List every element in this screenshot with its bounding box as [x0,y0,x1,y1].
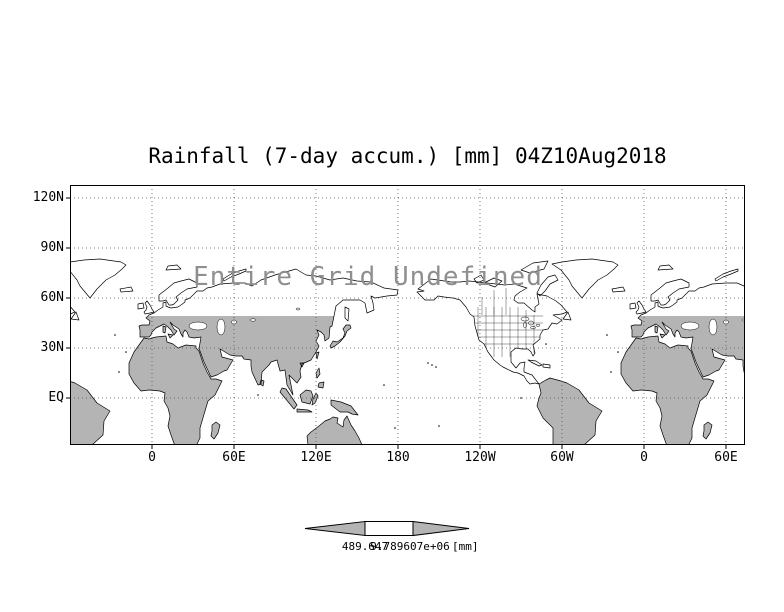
y-axis-label: 90N [40,240,64,255]
x-axis-label: 0 [640,450,648,465]
map-plot [66,185,745,449]
colorbar-left-arrow-icon [304,520,366,537]
grid-undefined-overlay: Entire Grid Undefined [193,262,543,292]
y-axis-label: 60N [40,290,64,305]
colorbar-max-label: 9.789607e+06 [370,540,450,553]
y-axis-label: 30N [40,340,64,355]
y-axis-label: EQ [48,390,64,405]
graticule-gridlines [70,185,745,445]
colorbar-mid-segment [364,521,414,536]
axis-ticks [66,197,727,449]
x-axis-label: 0 [148,450,156,465]
x-axis-label: 60E [714,450,738,465]
colorbar-right-arrow-icon [412,520,470,537]
x-axis-label: 60E [222,450,246,465]
x-axis-label: 60W [550,450,574,465]
map-viewport [70,185,745,445]
colorbar-min-label: 489.647 [341,540,389,553]
map-border [70,185,745,445]
x-axis-label: 120W [464,450,496,465]
plot-title: Rainfall (7-day accum.) [mm] 04Z10Aug201… [148,144,667,168]
colorbar-units: [mm] [452,540,479,553]
x-axis-label: 120E [300,450,332,465]
world-map-svg [66,185,745,449]
y-axis-label: 120N [32,190,64,205]
colorbar [304,520,470,537]
x-axis-label: 180 [386,450,410,465]
